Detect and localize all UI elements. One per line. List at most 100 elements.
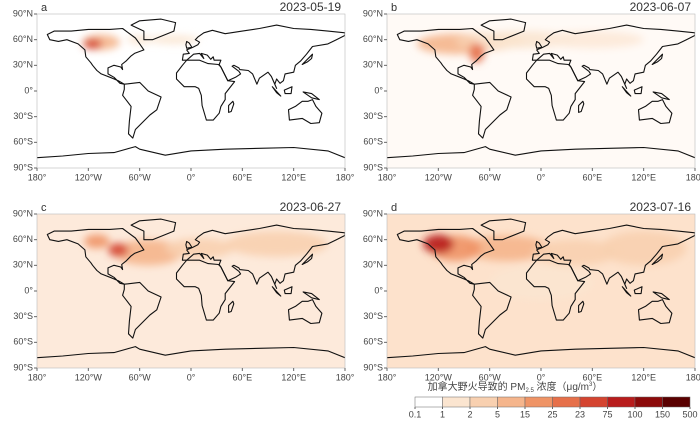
- y-tick-label: 0°: [24, 85, 33, 95]
- y-tick-label: 30°S: [363, 311, 383, 321]
- pm-plume: [126, 35, 153, 44]
- panel-letter: a: [41, 2, 48, 14]
- coastline: [396, 227, 495, 285]
- y-tick-label: 90°N: [363, 208, 383, 218]
- colorbar-swatch: [634, 396, 663, 408]
- coastline: [651, 53, 664, 66]
- panel-date: 2023-07-16: [630, 200, 692, 214]
- panel-date: 2023-06-07: [630, 0, 692, 14]
- coastline: [46, 27, 145, 85]
- y-tick-label: 0°: [374, 285, 383, 295]
- coastline: [531, 224, 695, 289]
- colorbar-swatch: [497, 396, 526, 408]
- pm-plume: [108, 243, 129, 257]
- coastlines: [387, 218, 695, 359]
- coastline: [621, 286, 632, 297]
- colorbar-swatch: [524, 396, 553, 408]
- coastline: [301, 253, 314, 266]
- coastline: [633, 86, 643, 95]
- coastline: [228, 300, 235, 313]
- coastline: [302, 91, 320, 101]
- coastline: [387, 346, 695, 359]
- coastline: [535, 40, 543, 49]
- panel-letter: c: [41, 202, 47, 214]
- y-tick-label: 90°S: [363, 162, 383, 172]
- y-tick-label: 60°N: [363, 34, 383, 44]
- colorbar-swatch: [552, 396, 581, 408]
- y-tick-label: 60°S: [13, 137, 33, 147]
- x-tick-label: 60°W: [479, 172, 502, 182]
- x-tick-label: 60°E: [583, 372, 603, 382]
- coastline: [396, 27, 495, 85]
- x-tick-label: 120°E: [281, 172, 306, 182]
- colorbar-tick-label: 2: [467, 409, 472, 419]
- coastline: [652, 91, 670, 101]
- pm-plume: [541, 31, 644, 49]
- colorbar-swatch: [579, 396, 608, 408]
- x-tick-label: 120°E: [631, 372, 656, 382]
- coastline: [271, 86, 282, 97]
- y-tick-label: 90°S: [363, 362, 383, 372]
- x-tick-label: 60°W: [479, 372, 502, 382]
- plumes: [84, 231, 328, 266]
- coastline: [122, 281, 162, 339]
- coastline: [525, 259, 586, 321]
- label-part: 加拿大野火导致的 PM: [428, 380, 526, 393]
- coastlines: [37, 218, 345, 359]
- coastline: [228, 100, 235, 113]
- panel-date: 2023-05-19: [280, 0, 342, 14]
- coastline: [480, 218, 527, 241]
- y-tick-label: 0°: [24, 285, 33, 295]
- coastline: [130, 218, 177, 241]
- colorbar-tick-label: 0.1: [409, 409, 422, 419]
- coastline: [578, 100, 585, 113]
- y-tick-label: 0°: [374, 85, 383, 95]
- x-tick-label: 180°: [28, 372, 47, 382]
- pm-plume: [84, 234, 110, 249]
- coastline: [122, 81, 162, 139]
- colorbar-tick-label: 150: [655, 409, 670, 419]
- y-tick-label: 30°N: [363, 260, 383, 270]
- y-tick-label: 90°N: [13, 208, 33, 218]
- x-tick-label: 180°: [378, 372, 397, 382]
- coastline: [181, 24, 345, 89]
- coastline: [46, 227, 145, 285]
- y-tick-label: 90°N: [13, 8, 33, 18]
- colorbar-tick-label: 25: [547, 409, 557, 419]
- coastlines: [37, 18, 345, 159]
- colorbar-label: 加拿大野火导致的 PM2.5 浓度（μg/m3）: [428, 380, 603, 394]
- x-tick-label: 60°E: [583, 172, 603, 182]
- label-part: 浓度（μg/m: [534, 380, 589, 393]
- y-tick-label: 60°S: [363, 137, 383, 147]
- x-tick-label: 120°E: [631, 172, 656, 182]
- coastline: [37, 346, 345, 359]
- x-tick-label: 60°E: [233, 372, 253, 382]
- y-tick-label: 60°S: [13, 337, 33, 347]
- x-tick-label: 180°: [336, 172, 355, 182]
- plumes: [82, 34, 200, 50]
- pm-plume: [469, 42, 485, 63]
- label-part: ）: [592, 381, 602, 393]
- pm-plume: [114, 239, 183, 266]
- y-tick-label: 60°N: [363, 234, 383, 244]
- y-tick-label: 30°N: [13, 260, 33, 270]
- colorbar-swatch: [469, 396, 498, 408]
- coastline: [621, 86, 632, 97]
- colorbar-swatch: [607, 396, 636, 408]
- pm-plume: [83, 38, 103, 50]
- map-panel: b 2023-06-0790°N60°N30°N0°30°S60°S90°S180…: [363, 0, 700, 182]
- coastline: [301, 53, 314, 66]
- coastline: [287, 99, 323, 125]
- coastline: [287, 299, 323, 325]
- x-tick-label: 60°W: [129, 172, 152, 182]
- y-tick-label: 60°S: [363, 337, 383, 347]
- y-tick-label: 30°S: [363, 111, 383, 121]
- coastline: [637, 299, 673, 325]
- map-panel: a 2023-05-1990°N60°N30°N0°30°S60°S90°S180…: [13, 0, 355, 182]
- y-tick-label: 30°N: [13, 60, 33, 70]
- y-tick-label: 90°N: [363, 8, 383, 18]
- y-tick-label: 90°S: [13, 162, 33, 172]
- panel-letter: b: [391, 2, 397, 14]
- coastline: [578, 300, 585, 313]
